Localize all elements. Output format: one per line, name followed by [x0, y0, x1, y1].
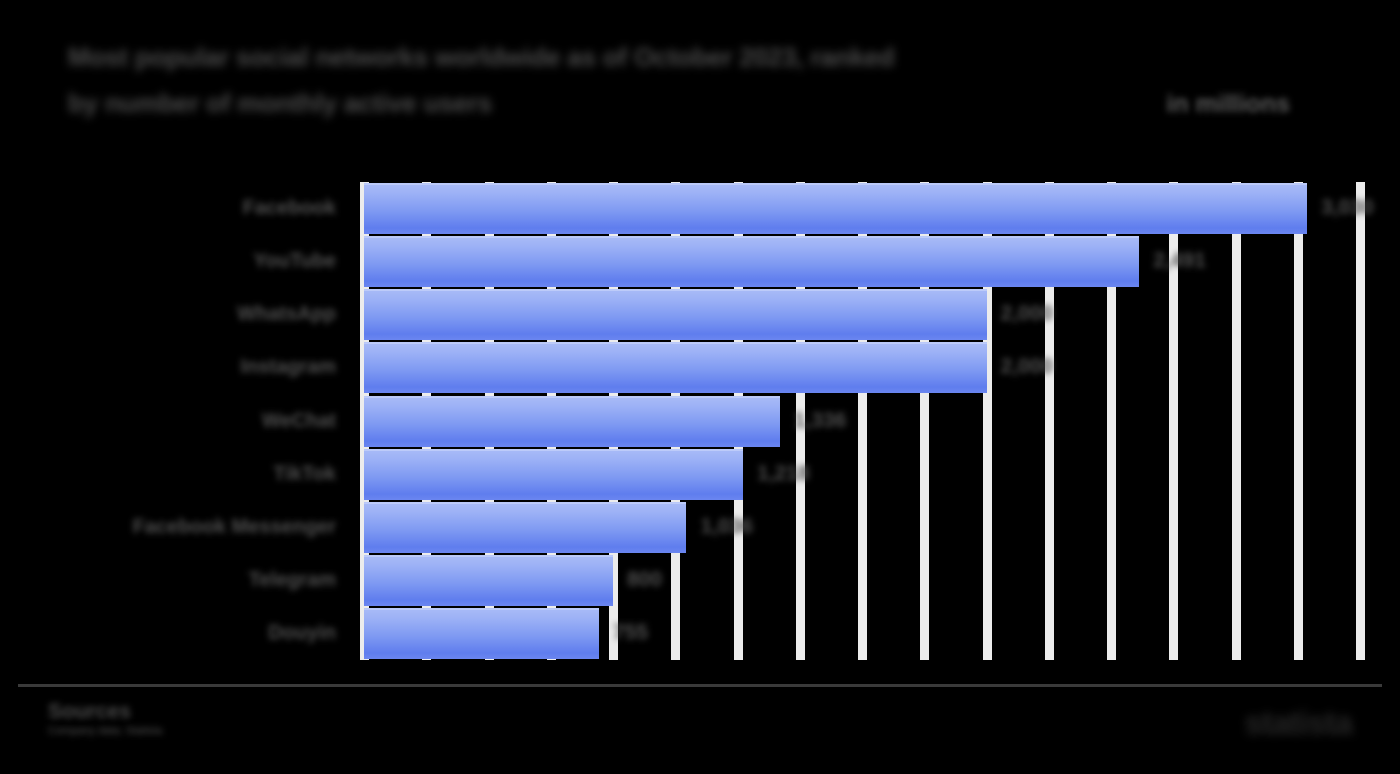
- bar[interactable]: [364, 607, 599, 659]
- footer-divider: [18, 684, 1382, 687]
- bar-value-label: 2,000: [1000, 355, 1054, 379]
- category-label: WhatsApp: [237, 303, 336, 326]
- footer-source-block: Sources Company data; Statista: [48, 700, 162, 738]
- category-label: Telegram: [248, 568, 336, 591]
- page-title-row-2: by number of monthly active users in mil…: [68, 80, 1290, 126]
- bar-value-label: 1,336: [793, 408, 847, 432]
- bar-value-label: 800: [627, 567, 663, 591]
- bar-value-label: 1,036: [700, 514, 754, 538]
- bar-series: Facebook YouTube WhatsApp Instagram WeChat Ti…: [133, 182, 1374, 660]
- bar-row[interactable]: 755: [364, 607, 1360, 659]
- source-detail: Company data; Statista: [48, 725, 163, 737]
- gridline: [795, 182, 805, 660]
- page-title-line-1: Most popular social networks worldwide a…: [68, 42, 895, 72]
- category-label: Facebook: [242, 197, 336, 220]
- gridline: [982, 182, 992, 660]
- gridline: [1231, 182, 1241, 660]
- bar-chart: Facebook YouTube WhatsApp Instagram WeChat Ti…: [133, 182, 1374, 660]
- category-label: Instagram: [240, 356, 336, 379]
- gridline: [1107, 182, 1116, 660]
- category-label: Douyin: [268, 621, 336, 644]
- bar[interactable]: [364, 395, 780, 447]
- plot-area: Facebook YouTube WhatsApp Instagram WeChat Ti…: [133, 182, 1374, 660]
- gridline: [858, 182, 867, 660]
- page-title-line-2: by number of monthly active users: [68, 88, 492, 118]
- chart-header: Most popular social networks worldwide a…: [68, 34, 1340, 126]
- brand-logo: statista: [1244, 704, 1353, 741]
- bar-row[interactable]: 2,000: [364, 342, 1360, 394]
- bar-value-label: 755: [612, 620, 649, 644]
- category-label: WeChat: [261, 409, 336, 432]
- gridline: [1169, 182, 1179, 660]
- bar-value-label: 2,000: [1000, 302, 1054, 326]
- bar-row[interactable]: 3,030: [364, 183, 1374, 235]
- gridline: [1293, 182, 1303, 660]
- source-label: Sources: [48, 700, 131, 723]
- bar-value-label: 2,491: [1153, 249, 1206, 273]
- category-label: YouTube: [253, 250, 336, 273]
- gridline: [1044, 182, 1054, 660]
- gridline: [920, 182, 930, 660]
- bar[interactable]: [364, 448, 744, 500]
- bar[interactable]: [364, 342, 987, 394]
- bar-value-label: 3,030: [1321, 196, 1374, 220]
- bar[interactable]: [364, 183, 1308, 235]
- bar-row[interactable]: 1,036: [364, 501, 1360, 553]
- bar[interactable]: [364, 289, 987, 341]
- bar-row[interactable]: 800: [364, 554, 1360, 606]
- bar-row[interactable]: 2,491: [364, 236, 1360, 288]
- bar-value-label: 1,218: [757, 461, 810, 485]
- bar[interactable]: [364, 554, 613, 606]
- bar[interactable]: [364, 501, 687, 553]
- bar[interactable]: [364, 236, 1140, 288]
- category-label: Facebook Messenger: [132, 515, 336, 538]
- bar-row[interactable]: 1,218: [364, 448, 1360, 500]
- bar-row[interactable]: 1,336: [364, 395, 1360, 447]
- gridline: [1356, 182, 1365, 660]
- category-label: TikTok: [273, 462, 336, 485]
- bar-row[interactable]: 2,000: [364, 289, 1360, 341]
- unit-label: in millions: [1166, 90, 1290, 118]
